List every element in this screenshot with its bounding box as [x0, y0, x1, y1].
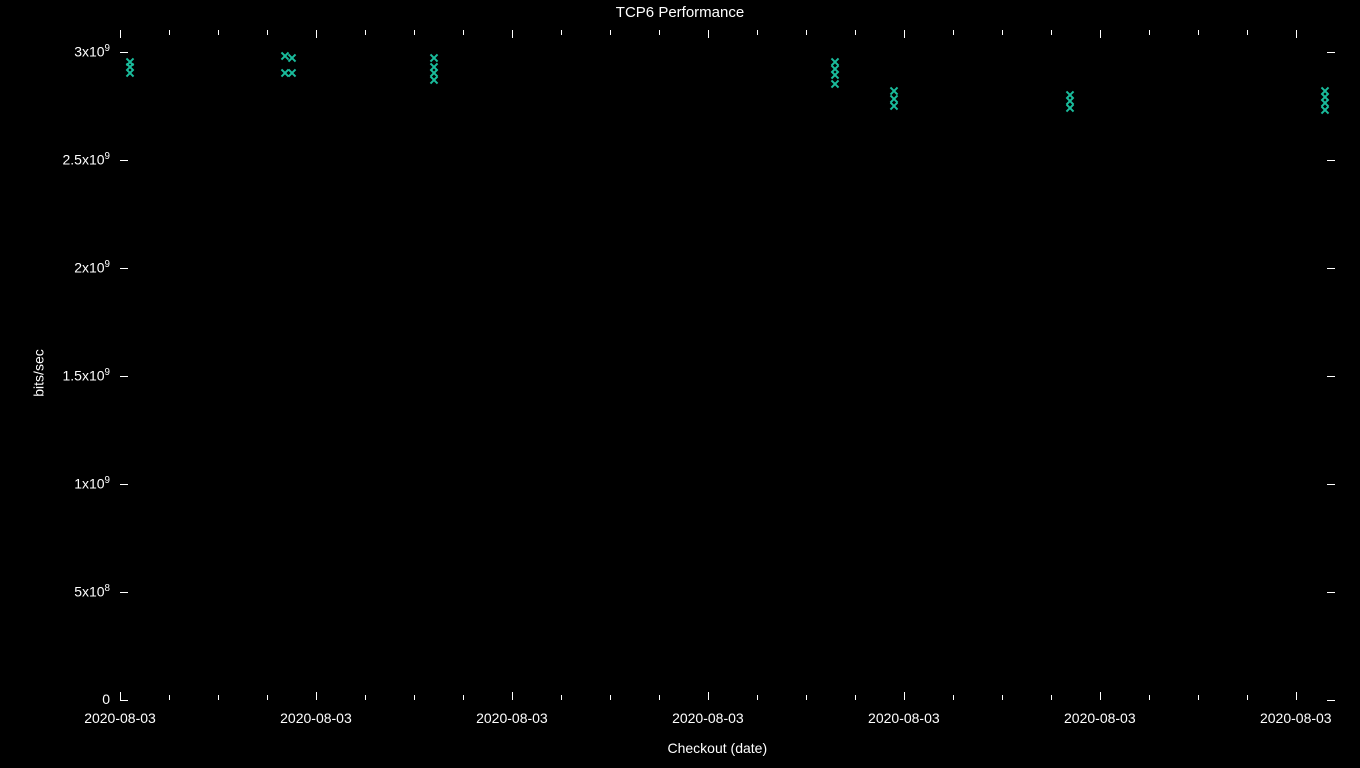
y-tick: [120, 700, 128, 701]
y-tick: [1327, 160, 1335, 161]
x-minor-tick: [1149, 30, 1150, 35]
x-minor-tick: [1002, 30, 1003, 35]
x-minor-tick: [218, 695, 219, 700]
x-minor-tick: [610, 30, 611, 35]
x-minor-tick: [169, 695, 170, 700]
x-tick: [120, 692, 121, 700]
x-tick-label: 2020-08-03: [1251, 710, 1341, 726]
x-minor-tick: [806, 30, 807, 35]
data-point: [126, 69, 134, 77]
y-tick: [1327, 484, 1335, 485]
x-tick: [120, 30, 121, 38]
data-point: [281, 52, 289, 60]
y-tick-label: 2.5x109: [63, 151, 111, 168]
x-minor-tick: [1002, 695, 1003, 700]
x-minor-tick: [610, 695, 611, 700]
plot-area: [120, 30, 1335, 700]
x-minor-tick: [953, 30, 954, 35]
y-tick: [1327, 52, 1335, 53]
x-minor-tick: [267, 30, 268, 35]
x-minor-tick: [561, 30, 562, 35]
data-point: [430, 76, 438, 84]
data-point: [288, 69, 296, 77]
x-tick: [316, 30, 317, 38]
data-point: [890, 87, 898, 95]
x-tick: [1296, 692, 1297, 700]
x-minor-tick: [855, 695, 856, 700]
x-tick-label: 2020-08-03: [1055, 710, 1145, 726]
y-tick: [120, 484, 128, 485]
x-tick: [904, 30, 905, 38]
data-point: [430, 54, 438, 62]
x-minor-tick: [757, 695, 758, 700]
x-minor-tick: [365, 30, 366, 35]
x-tick: [708, 692, 709, 700]
y-tick-label: 5x108: [74, 583, 110, 600]
y-tick: [1327, 268, 1335, 269]
y-tick-label: 0: [102, 691, 110, 707]
x-tick-label: 2020-08-03: [663, 710, 753, 726]
y-tick-label: 1x109: [74, 475, 110, 492]
data-point: [890, 102, 898, 110]
x-minor-tick: [1149, 695, 1150, 700]
x-minor-tick: [1198, 30, 1199, 35]
x-minor-tick: [1247, 695, 1248, 700]
x-minor-tick: [1247, 30, 1248, 35]
y-tick-label: 2x109: [74, 259, 110, 276]
x-minor-tick: [561, 695, 562, 700]
x-axis-label: Checkout (date): [668, 740, 768, 756]
y-axis-label: bits/sec: [31, 349, 47, 396]
x-minor-tick: [659, 695, 660, 700]
x-minor-tick: [365, 695, 366, 700]
x-minor-tick: [953, 695, 954, 700]
x-tick: [512, 692, 513, 700]
chart-title: TCP6 Performance: [616, 4, 744, 21]
x-tick: [1296, 30, 1297, 38]
y-tick: [120, 268, 128, 269]
x-minor-tick: [757, 30, 758, 35]
x-minor-tick: [1051, 30, 1052, 35]
data-point: [831, 71, 839, 79]
x-minor-tick: [463, 30, 464, 35]
x-tick-label: 2020-08-03: [467, 710, 557, 726]
x-tick: [708, 30, 709, 38]
x-minor-tick: [1051, 695, 1052, 700]
y-tick: [1327, 700, 1335, 701]
x-tick-label: 2020-08-03: [271, 710, 361, 726]
y-tick-label: 1.5x109: [63, 367, 111, 384]
x-minor-tick: [806, 695, 807, 700]
x-minor-tick: [659, 30, 660, 35]
data-point: [831, 80, 839, 88]
x-tick: [904, 692, 905, 700]
data-point: [1321, 106, 1329, 114]
x-tick: [1100, 692, 1101, 700]
y-tick: [120, 592, 128, 593]
y-tick: [120, 160, 128, 161]
x-tick: [316, 692, 317, 700]
x-minor-tick: [414, 30, 415, 35]
x-tick-label: 2020-08-03: [859, 710, 949, 726]
x-tick: [1100, 30, 1101, 38]
x-minor-tick: [463, 695, 464, 700]
x-minor-tick: [414, 695, 415, 700]
data-point: [1066, 104, 1074, 112]
y-tick: [1327, 376, 1335, 377]
x-minor-tick: [169, 30, 170, 35]
y-tick: [120, 376, 128, 377]
y-tick-label: 3x109: [74, 43, 110, 60]
x-minor-tick: [218, 30, 219, 35]
x-minor-tick: [855, 30, 856, 35]
x-tick-label: 2020-08-03: [75, 710, 165, 726]
x-minor-tick: [267, 695, 268, 700]
x-tick: [512, 30, 513, 38]
y-tick: [120, 52, 128, 53]
data-point: [288, 54, 296, 62]
x-minor-tick: [1198, 695, 1199, 700]
y-tick: [1327, 592, 1335, 593]
